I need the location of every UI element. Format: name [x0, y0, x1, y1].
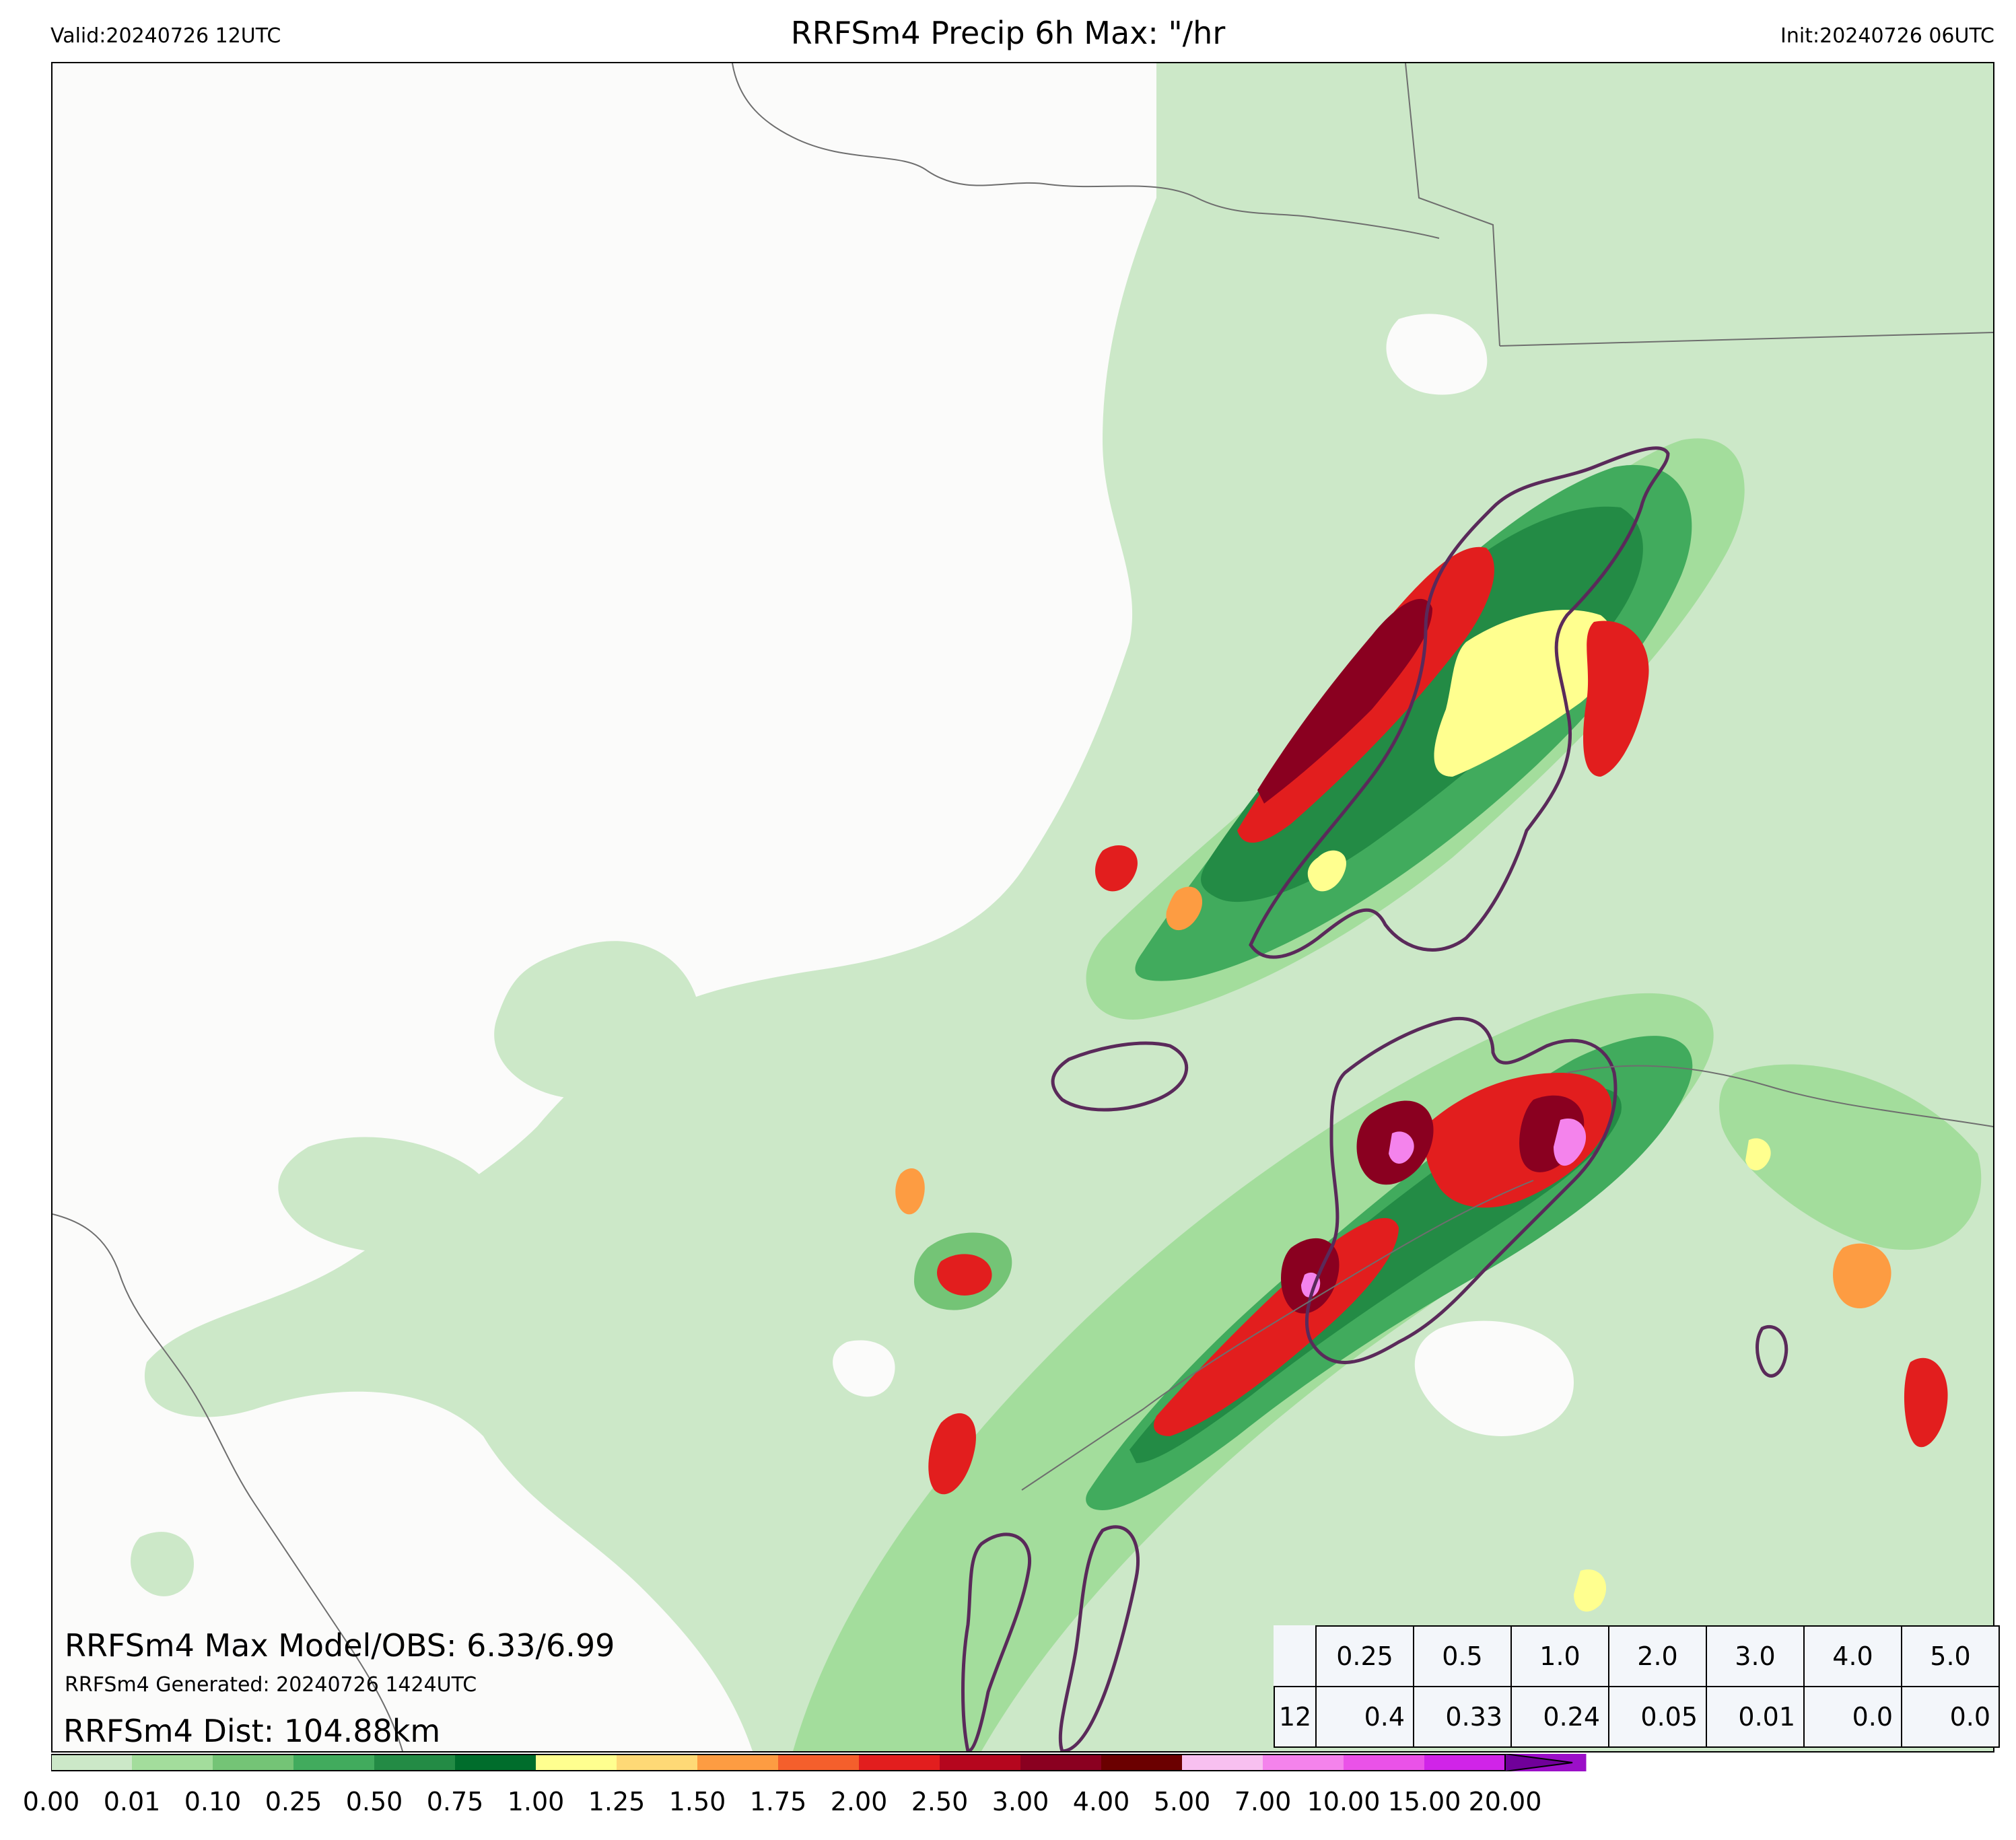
colorbar-tick-label: 1.75 [749, 1787, 807, 1816]
threshold-cell: 0.25 [1315, 1625, 1414, 1687]
colorbar-tick-label: 4.00 [1072, 1787, 1130, 1816]
value-cell: 0.01 [1706, 1686, 1805, 1748]
colorbar-segment [455, 1754, 536, 1771]
value-cell: 0.24 [1510, 1686, 1609, 1748]
colorbar-tick-label: 3.00 [992, 1787, 1049, 1816]
colorbar-tick-label: 15.00 [1387, 1787, 1461, 1816]
colorbar-segment [51, 1754, 133, 1771]
colorbar-segment [697, 1754, 779, 1771]
northern-storm-complex [1135, 464, 1692, 981]
colorbar-segment [132, 1754, 213, 1771]
colorbar-extend-arrow [1504, 1754, 1573, 1771]
colorbar-segment [293, 1754, 375, 1771]
southern-storm-line [1086, 1036, 1693, 1510]
value-cell: 0.0 [1901, 1686, 2000, 1748]
colorbar-segment [778, 1754, 860, 1771]
colorbar-tick-label: 0.00 [22, 1787, 80, 1816]
colorbar-tick-label: 1.25 [588, 1787, 646, 1816]
value-cell: 0.0 [1803, 1686, 1902, 1748]
colorbar-tick-label: 7.00 [1234, 1787, 1292, 1816]
precip-map[interactable] [51, 62, 1994, 1753]
colorbar-tick-label: 0.10 [184, 1787, 242, 1816]
threshold-cell: 4.0 [1803, 1625, 1902, 1687]
colorbar-segment [213, 1754, 294, 1771]
colorbar-tick-label: 2.00 [830, 1787, 888, 1816]
value-cell: 0.4 [1315, 1686, 1414, 1748]
threshold-cell: 5.0 [1901, 1625, 2000, 1687]
colorbar-segment [536, 1754, 617, 1771]
political-borders [53, 63, 1993, 1751]
colorbar-segment [940, 1754, 1021, 1771]
threshold-cell: 2.0 [1608, 1625, 1707, 1687]
observed-contours [961, 446, 1788, 1751]
colorbar-tick-label: 0.50 [345, 1787, 403, 1816]
colorbar-tick-labels: 0.00 0.01 0.10 0.25 0.50 0.75 1.00 1.25 1.50 1.75… [0, 1787, 2016, 1820]
distance-label: RRFSm4 Dist: 104.88km [63, 1713, 441, 1749]
map-title: RRFSm4 Precip 6h Max: "/hr [790, 15, 1226, 51]
colorbar-tick-label: 10.00 [1307, 1787, 1381, 1816]
colorbar-tick-label: 1.50 [668, 1787, 726, 1816]
threshold-stats-table: 0.25 0.5 1.0 2.0 3.0 4.0 5.0 12 0.4 0.33… [1274, 1625, 2000, 1748]
isolated-cells [895, 845, 1948, 1612]
colorbar-tick-label: 20.00 [1468, 1787, 1542, 1816]
colorbar-outline [51, 1754, 1505, 1771]
table-corner [1274, 1626, 1316, 1687]
colorbar-segment [1182, 1754, 1263, 1771]
value-cell: 0.33 [1413, 1686, 1512, 1748]
threshold-cell: 0.5 [1413, 1625, 1512, 1687]
threshold-cell: 3.0 [1706, 1625, 1805, 1687]
colorbar-tick-label: 0.75 [426, 1787, 484, 1816]
colorbar-segment [374, 1754, 456, 1771]
colorbar-segment [1424, 1754, 1506, 1771]
valid-time-label: Valid:20240726 12UTC [50, 24, 281, 48]
colorbar-segment [1101, 1754, 1183, 1771]
value-row: 12 0.4 0.33 0.24 0.05 0.01 0.0 0.0 [1274, 1686, 2000, 1748]
colorbar-tick-label: 1.00 [507, 1787, 565, 1816]
threshold-header-row: 0.25 0.5 1.0 2.0 3.0 4.0 5.0 [1274, 1625, 2000, 1687]
colorbar-tick-label: 2.50 [911, 1787, 969, 1816]
colorbar-tick-label: 0.01 [103, 1787, 161, 1816]
generated-time-label: RRFSm4 Generated: 20240726 1424UTC [65, 1673, 477, 1697]
colorbar-tick-label: 0.25 [265, 1787, 322, 1816]
row-label: 12 [1274, 1686, 1317, 1748]
colorbar-segment [1263, 1754, 1344, 1771]
threshold-cell: 1.0 [1510, 1625, 1609, 1687]
max-model-obs-label: RRFSm4 Max Model/OBS: 6.33/6.99 [65, 1627, 615, 1664]
value-cell: 0.05 [1608, 1686, 1707, 1748]
precip-field-svg [53, 63, 1993, 1751]
init-time-label: Init:20240726 06UTC [1780, 24, 1994, 48]
colorbar-segment [859, 1754, 940, 1771]
colorbar-segment [1344, 1754, 1425, 1771]
colorbar-segment [617, 1754, 698, 1771]
colorbar-tick-label: 5.00 [1153, 1787, 1211, 1816]
precip-colorbar [51, 1754, 1587, 1771]
colorbar-segment [1020, 1754, 1102, 1771]
